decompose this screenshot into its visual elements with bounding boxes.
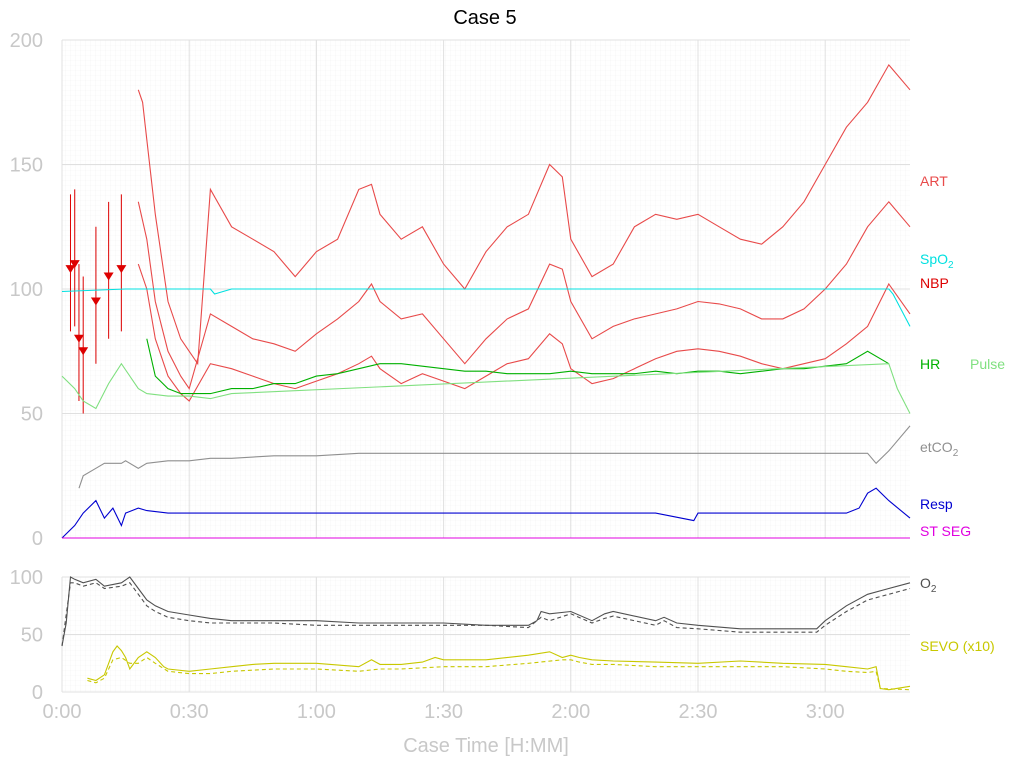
o2-line — [61, 576, 911, 647]
etco2-line — [78, 425, 911, 489]
art-line — [137, 63, 911, 366]
top-y-tick-label: 200 — [10, 30, 43, 52]
legend-resp: Resp — [920, 496, 953, 512]
legend-spo2: SpO2 — [920, 251, 954, 271]
art-line — [137, 200, 911, 390]
legend-hr: HR — [920, 356, 940, 372]
top-y-ticks: 0 50 100 150 200 — [10, 30, 43, 550]
top-y-tick-label: 0 — [32, 528, 43, 550]
x-tick-label: 2:30 — [679, 701, 718, 723]
top-series — [61, 63, 911, 539]
series-dashed-line — [61, 582, 911, 647]
nbp-point — [90, 297, 101, 306]
nbp-point — [69, 260, 80, 269]
bottom-y-tick-label: 0 — [32, 682, 43, 704]
nbp-point — [73, 334, 84, 343]
legend-etco2: etCO2 — [920, 439, 959, 459]
bottom-panel: 0 50 100 O2 SEVO (x10) 0:00 0:30 1:00 1:30 2:00… — [10, 567, 995, 723]
resp-line — [61, 487, 911, 539]
legend-o2: O2 — [920, 575, 937, 595]
legend-sevo-x10-: SEVO (x10) — [920, 638, 995, 654]
art-line — [137, 263, 911, 402]
top-legend: ART NBP SpO2 HR Pulse etCO2 Resp ST SEG — [920, 173, 1005, 539]
bottom-gridlines — [61, 576, 910, 693]
x-tick-label: 3:00 — [806, 701, 845, 723]
bottom-legend: O2 SEVO (x10) — [920, 575, 995, 654]
x-tick-label: 2:00 — [551, 701, 590, 723]
nbp-point — [103, 272, 114, 281]
bottom-y-ticks: 0 50 100 — [10, 567, 43, 704]
top-y-tick-label: 100 — [10, 279, 43, 301]
x-axis-label: Case Time [H:MM] — [403, 735, 569, 757]
legend-st-seg: ST SEG — [920, 523, 971, 539]
sevo-x10--line — [87, 645, 911, 691]
x-tick-label: 0:30 — [170, 701, 209, 723]
bottom-y-tick-label: 100 — [10, 567, 43, 589]
spo2-line — [61, 288, 911, 327]
series-dashed-line — [87, 656, 911, 691]
x-tick-label: 0:00 — [43, 701, 82, 723]
bottom-series — [61, 576, 911, 691]
x-ticks: 0:00 0:30 1:00 1:30 2:00 2:30 3:00 — [43, 701, 845, 723]
top-y-tick-label: 150 — [10, 155, 43, 177]
legend-nbp: NBP — [920, 275, 949, 291]
pulse-line — [61, 362, 911, 414]
nbp-point — [78, 347, 89, 356]
x-tick-label: 1:00 — [297, 701, 336, 723]
top-y-tick-label: 50 — [21, 404, 43, 426]
bottom-y-tick-label: 50 — [21, 625, 43, 647]
nbp-point — [116, 265, 127, 274]
nbp-point — [65, 265, 76, 274]
legend-pulse: Pulse — [970, 356, 1005, 372]
chart-title: Case 5 — [453, 7, 516, 29]
x-tick-label: 1:30 — [424, 701, 463, 723]
hr-line — [146, 338, 890, 395]
top-panel: 0 50 100 150 200 ART NBP SpO2 HR Pulse etCO2 Resp S… — [10, 30, 1006, 550]
legend-art: ART — [920, 173, 948, 189]
